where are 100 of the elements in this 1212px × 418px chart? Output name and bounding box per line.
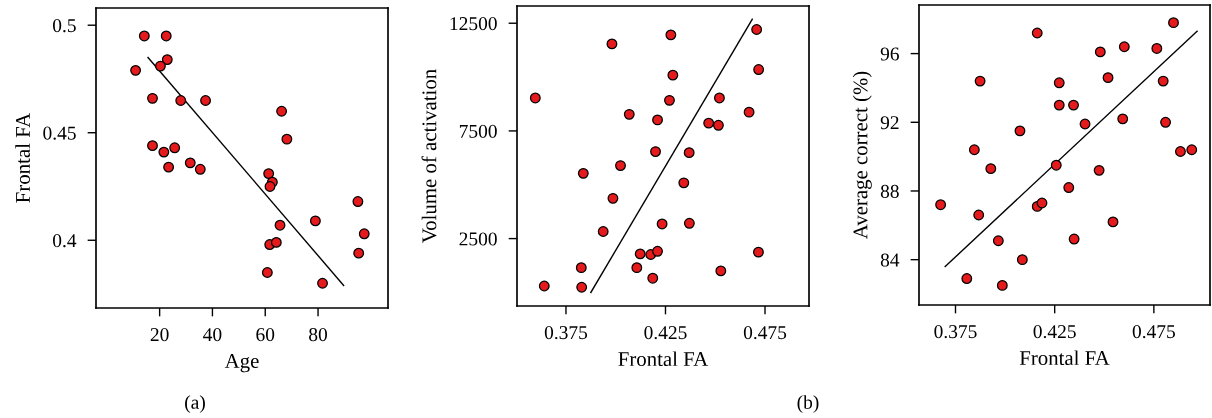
y-tick-label: 0.4 (52, 234, 77, 248)
point (358, 228, 370, 240)
point (623, 108, 635, 120)
y-tick-label: 2500 (459, 232, 497, 246)
point (169, 142, 181, 154)
point (529, 92, 541, 104)
point (715, 265, 727, 277)
x-axis-title: Age (224, 354, 259, 373)
x-axis-title: Frontal FA (1019, 350, 1110, 366)
point (194, 163, 206, 175)
point (577, 167, 589, 179)
point (276, 105, 288, 117)
point (713, 92, 725, 104)
point (163, 161, 175, 173)
point (992, 235, 1004, 247)
point (1102, 72, 1114, 84)
point (743, 106, 755, 118)
point (1014, 125, 1026, 137)
point (264, 181, 276, 192)
y-tick-label: 92 (880, 116, 899, 130)
point (1016, 254, 1028, 266)
point (1118, 41, 1130, 53)
point (652, 114, 663, 126)
point (158, 146, 170, 158)
point (1117, 113, 1129, 125)
point (352, 196, 364, 207)
point (130, 64, 142, 76)
x-tick-label: 0.475 (1132, 325, 1175, 339)
x-tick-label: 20 (150, 328, 169, 342)
point (1094, 46, 1106, 58)
y-axis-title: Frontal FA (15, 112, 30, 203)
point (161, 54, 173, 66)
point (1168, 17, 1179, 29)
x-tick-label: 60 (256, 328, 275, 342)
point (1186, 144, 1198, 156)
point (712, 119, 724, 131)
point (576, 281, 588, 293)
x-axis-title: Frontal FA (618, 351, 709, 367)
point (1050, 159, 1062, 171)
x-tick-label: 40 (203, 328, 222, 342)
point (263, 168, 275, 180)
point (606, 38, 618, 50)
x-tick-label: 80 (309, 328, 328, 342)
point (309, 215, 321, 227)
point (683, 217, 695, 229)
point (1068, 233, 1080, 245)
point (575, 262, 587, 274)
x-tick-label: 0.375 (934, 325, 977, 339)
point (270, 236, 282, 248)
point (353, 247, 365, 259)
x-tick-label: 0.425 (1033, 325, 1076, 339)
point (650, 146, 661, 158)
point (615, 160, 626, 172)
y-tick-label: 88 (880, 184, 899, 198)
point (961, 273, 973, 284)
point (678, 177, 690, 189)
point (935, 199, 947, 211)
point (147, 92, 158, 104)
point (753, 64, 765, 75)
point (175, 95, 187, 106)
point (973, 209, 985, 221)
y-tick-label: 12500 (450, 17, 497, 31)
y-tick-label: 7500 (459, 124, 497, 138)
point (147, 140, 158, 152)
point (607, 192, 619, 204)
point (317, 277, 328, 289)
text: (b) (797, 395, 819, 413)
point (1079, 118, 1091, 130)
point (703, 117, 715, 129)
point (968, 144, 980, 156)
point (996, 279, 1008, 291)
y-axis-title: Average correct (%) (852, 71, 872, 240)
x-tick-label: 0.425 (644, 326, 687, 340)
point (683, 147, 695, 159)
point (200, 95, 212, 106)
point (274, 219, 286, 231)
x-tick-label: 0.375 (544, 326, 588, 340)
point (1031, 27, 1043, 39)
point (1157, 75, 1169, 87)
point (1151, 43, 1163, 54)
point (1053, 77, 1065, 89)
point (647, 272, 659, 284)
x-tick-label: 0.475 (743, 326, 787, 340)
point (597, 226, 609, 237)
point (281, 133, 293, 145)
point (1093, 164, 1105, 176)
point (631, 262, 643, 274)
point (665, 29, 677, 41)
point (974, 75, 986, 87)
y-tick-label: 96 (880, 47, 899, 61)
y-axis-title: Volume of activation (421, 69, 437, 243)
y-tick-label: 0.5 (52, 19, 76, 33)
point (652, 245, 663, 257)
point (1160, 116, 1172, 128)
point (160, 30, 172, 42)
point (261, 267, 273, 278)
point (667, 69, 679, 81)
point (138, 30, 150, 42)
y-tick-label: 0.45 (43, 126, 76, 140)
text: (a) (185, 395, 205, 413)
